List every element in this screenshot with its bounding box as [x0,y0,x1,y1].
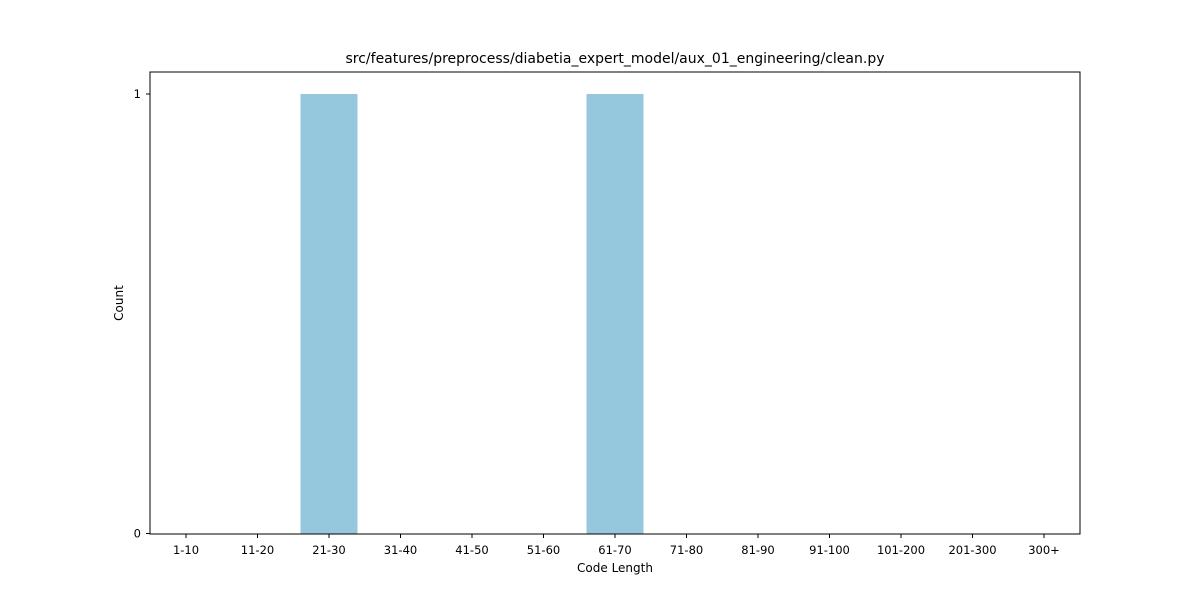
x-axis: 1-10 11-20 21-30 31-40 41-50 51-60 61-70 71-80 8… [173,534,1060,557]
y-axis-label: Count [112,285,126,321]
chart-title: src/features/preprocess/diabetia_expert_… [345,51,884,67]
x-tick-label: 61-70 [598,543,631,557]
x-tick-label: 51-60 [527,543,560,557]
bar-21-30 [300,94,358,534]
x-tick-label: 101-200 [877,543,925,557]
x-tick-label: 300+ [1028,543,1060,557]
bars [300,94,644,534]
y-tick-label: 1 [134,87,141,101]
bar-61-70 [586,94,644,534]
x-axis-label: Code Length [577,561,653,575]
x-tick-label: 11-20 [241,543,274,557]
x-tick-label: 91-100 [809,543,850,557]
x-tick-label: 41-50 [455,543,488,557]
x-tick-label: 1-10 [173,543,199,557]
y-tick-label: 0 [134,527,141,541]
x-tick-label: 71-80 [670,543,703,557]
y-axis: 01 [134,87,150,541]
x-tick-label: 31-40 [384,543,417,557]
x-tick-label: 81-90 [741,543,774,557]
x-tick-label: 201-300 [948,543,996,557]
x-tick-label: 21-30 [312,543,345,557]
